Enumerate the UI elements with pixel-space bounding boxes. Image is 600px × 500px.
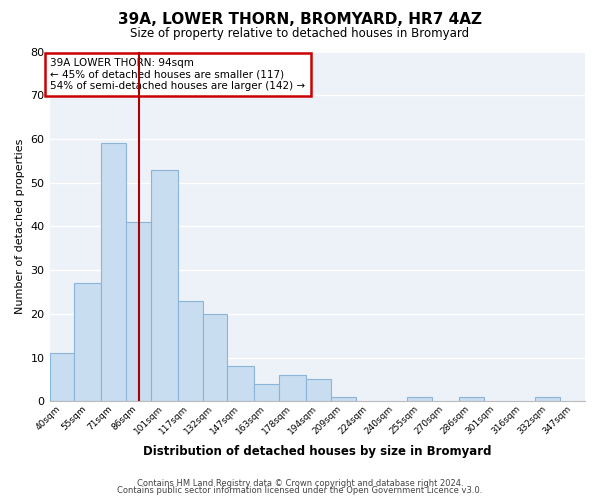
Bar [74, 283, 101, 402]
Bar [279, 375, 305, 402]
Bar [331, 397, 356, 402]
Text: 39A LOWER THORN: 94sqm
← 45% of detached houses are smaller (117)
54% of semi-de: 39A LOWER THORN: 94sqm ← 45% of detached… [50, 58, 305, 92]
Bar [407, 397, 432, 402]
Text: Contains HM Land Registry data © Crown copyright and database right 2024.: Contains HM Land Registry data © Crown c… [137, 478, 463, 488]
Bar [227, 366, 254, 402]
Bar [535, 397, 560, 402]
Bar [305, 380, 331, 402]
Bar [203, 314, 227, 402]
Bar [101, 144, 126, 402]
Bar [178, 300, 203, 402]
Bar [50, 353, 74, 402]
Text: 39A, LOWER THORN, BROMYARD, HR7 4AZ: 39A, LOWER THORN, BROMYARD, HR7 4AZ [118, 12, 482, 28]
Text: Contains public sector information licensed under the Open Government Licence v3: Contains public sector information licen… [118, 486, 482, 495]
Bar [151, 170, 178, 402]
Bar [458, 397, 484, 402]
Bar [254, 384, 279, 402]
X-axis label: Distribution of detached houses by size in Bromyard: Distribution of detached houses by size … [143, 444, 491, 458]
Y-axis label: Number of detached properties: Number of detached properties [15, 138, 25, 314]
Bar [126, 222, 151, 402]
Text: Size of property relative to detached houses in Bromyard: Size of property relative to detached ho… [130, 28, 470, 40]
